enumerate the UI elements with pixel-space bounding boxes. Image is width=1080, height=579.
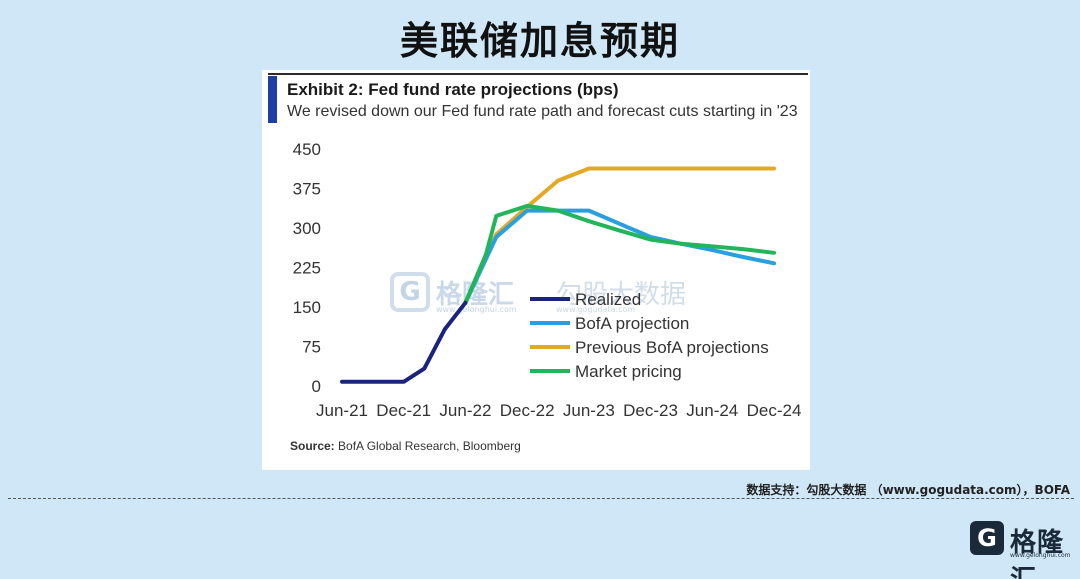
legend-label-bofa-projection: BofA projection bbox=[575, 314, 689, 333]
divider bbox=[8, 498, 1074, 499]
y-tick-label: 225 bbox=[293, 259, 321, 278]
watermark-brand2-url: www.gogudata.com bbox=[556, 305, 636, 314]
series-line-market-pricing bbox=[463, 203, 776, 305]
watermark-brand-url: www.gelonghui.com bbox=[436, 305, 517, 314]
x-axis: Jun-21 Dec-21 Jun-22 Dec-22 Jun-23 Dec-23 Jun-… bbox=[316, 401, 801, 420]
logo-text: 格隆汇 bbox=[1010, 528, 1065, 579]
y-axis: 0 75 150 225 300 375 450 bbox=[293, 140, 321, 396]
x-tick-label: Jun-23 bbox=[563, 401, 615, 420]
x-tick-label: Jun-22 bbox=[439, 401, 491, 420]
y-tick-label: 450 bbox=[293, 140, 321, 159]
legend-label-market-pricing: Market pricing bbox=[575, 362, 682, 381]
y-tick-label: 150 bbox=[293, 298, 321, 317]
watermark-logo-icon: G bbox=[390, 272, 430, 312]
legend: Realized BofA projection Previous BofA pro… bbox=[530, 290, 769, 381]
x-tick-label: Jun-21 bbox=[316, 401, 368, 420]
logo-url: www.gelonghui.com bbox=[1010, 552, 1071, 559]
brand-logo: G 格隆汇 www.gelonghui.com bbox=[970, 521, 1071, 579]
x-tick-label: Dec-22 bbox=[500, 401, 555, 420]
y-tick-label: 75 bbox=[302, 338, 321, 357]
chart-title: Exhibit 2: Fed fund rate projections (bp… bbox=[287, 80, 619, 99]
legend-label-realized: Realized bbox=[575, 290, 641, 309]
chart-source: Source: BofA Global Research, Bloomberg bbox=[290, 439, 521, 453]
series-lines bbox=[340, 166, 776, 384]
legend-label-previous-bofa-projections: Previous BofA projections bbox=[575, 338, 769, 357]
source-text: BofA Global Research, Bloomberg bbox=[338, 439, 521, 453]
x-tick-label: Dec-23 bbox=[623, 401, 678, 420]
exhibit-accent-bar bbox=[268, 76, 277, 123]
x-tick-label: Jun-24 bbox=[686, 401, 738, 420]
logo-g-icon: G bbox=[970, 521, 1004, 555]
card-top-rule bbox=[268, 73, 808, 75]
y-tick-label: 375 bbox=[293, 180, 321, 199]
y-tick-label: 300 bbox=[293, 219, 321, 238]
chart-subtitle: We revised down our Fed fund rate path a… bbox=[287, 103, 798, 120]
y-tick-label: 0 bbox=[312, 377, 321, 396]
source-label: Source: bbox=[290, 439, 335, 453]
series-line-previous-bofa-projections bbox=[463, 166, 776, 305]
series-line-bofa-projection bbox=[463, 208, 776, 305]
data-credit: 数据支持：勾股大数据 （www.gogudata.com），BOFA bbox=[746, 483, 1070, 497]
chart-card bbox=[262, 70, 810, 470]
x-tick-label: Dec-21 bbox=[376, 401, 431, 420]
watermark-brand2: 勾股大数据 bbox=[556, 280, 687, 310]
x-tick-label: Dec-24 bbox=[747, 401, 802, 420]
page-title: 美联储加息预期 bbox=[399, 19, 680, 63]
series-line-realized bbox=[340, 300, 468, 384]
